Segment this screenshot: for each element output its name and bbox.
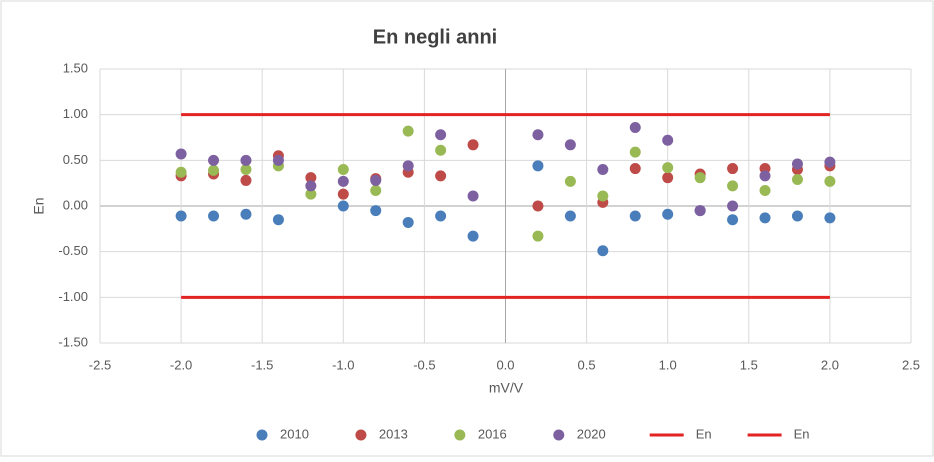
data-point xyxy=(402,216,414,228)
x-tick-label: 0.0 xyxy=(496,357,514,372)
x-tick-label: -1.0 xyxy=(332,357,354,372)
data-point xyxy=(532,230,544,242)
data-point xyxy=(564,175,576,187)
data-point xyxy=(272,154,284,166)
data-point xyxy=(305,188,317,200)
data-point xyxy=(759,212,771,224)
data-point xyxy=(662,134,674,146)
data-point xyxy=(402,160,414,172)
data-point xyxy=(824,156,836,168)
data-point xyxy=(629,121,641,133)
y-tick-label: -1.50 xyxy=(58,334,88,349)
x-tick-label: 2.5 xyxy=(902,357,920,372)
data-point xyxy=(532,129,544,141)
data-point xyxy=(532,160,544,172)
data-point xyxy=(175,210,187,222)
legend-label: 2016 xyxy=(478,426,507,441)
data-point xyxy=(662,172,674,184)
data-point xyxy=(824,175,836,187)
data-point xyxy=(435,170,447,182)
data-point xyxy=(435,210,447,222)
x-tick-label: -0.5 xyxy=(413,357,435,372)
data-point xyxy=(240,163,252,175)
y-tick-label: 0.00 xyxy=(63,197,88,212)
x-tick-label: -2.5 xyxy=(89,357,111,372)
legend-label: En xyxy=(794,426,810,441)
data-point xyxy=(175,148,187,160)
y-axis-label: En xyxy=(31,197,47,214)
data-point xyxy=(272,214,284,226)
x-tick-label: 2.0 xyxy=(821,357,839,372)
x-tick-label: 0.5 xyxy=(578,357,596,372)
y-tick-label: 0.50 xyxy=(63,152,88,167)
legend-label: 2013 xyxy=(379,426,408,441)
data-point xyxy=(597,190,609,202)
data-point xyxy=(467,190,479,202)
x-tick-label: -1.5 xyxy=(251,357,273,372)
data-point xyxy=(208,154,220,166)
y-tick-label: 1.00 xyxy=(63,106,88,121)
data-point xyxy=(208,164,220,176)
data-point xyxy=(467,139,479,151)
data-point xyxy=(791,158,803,170)
data-point xyxy=(662,162,674,174)
data-point xyxy=(629,163,641,175)
data-point xyxy=(370,205,382,217)
data-point xyxy=(759,184,771,196)
data-point xyxy=(727,180,739,192)
data-point xyxy=(694,172,706,184)
x-tick-label: 1.5 xyxy=(740,357,758,372)
data-point xyxy=(629,210,641,222)
data-point xyxy=(435,129,447,141)
data-point xyxy=(727,214,739,226)
data-point xyxy=(694,205,706,217)
data-point xyxy=(662,208,674,220)
data-point xyxy=(791,210,803,222)
data-point xyxy=(305,172,317,184)
data-point xyxy=(240,174,252,186)
data-point xyxy=(532,200,544,212)
legend-marker xyxy=(256,429,268,441)
data-point xyxy=(175,166,187,178)
data-point xyxy=(759,170,771,182)
data-point xyxy=(240,154,252,166)
data-point xyxy=(337,163,349,175)
data-point xyxy=(370,184,382,196)
legend-marker xyxy=(553,429,565,441)
data-point xyxy=(370,174,382,186)
data-point xyxy=(337,188,349,200)
legend-label: 2010 xyxy=(280,426,309,441)
y-tick-label: -1.00 xyxy=(58,289,88,304)
data-point xyxy=(208,210,220,222)
data-point xyxy=(791,174,803,186)
data-point xyxy=(824,212,836,224)
data-point xyxy=(597,245,609,257)
legend-marker xyxy=(355,429,367,441)
data-point xyxy=(305,180,317,192)
y-tick-label: -0.50 xyxy=(58,243,88,258)
chart-title: En negli anni xyxy=(373,26,497,48)
x-axis-label: mV/V xyxy=(489,380,524,396)
data-point xyxy=(564,210,576,222)
data-point xyxy=(597,163,609,175)
data-point xyxy=(564,139,576,151)
y-tick-label: 1.50 xyxy=(63,60,88,75)
legend-label: En xyxy=(696,426,712,441)
data-point xyxy=(337,175,349,187)
data-point xyxy=(727,163,739,175)
x-tick-label: -2.0 xyxy=(170,357,192,372)
data-point xyxy=(240,208,252,220)
data-point xyxy=(337,200,349,212)
legend-label: 2020 xyxy=(577,426,606,441)
data-point xyxy=(629,146,641,158)
data-point xyxy=(727,200,739,212)
data-point xyxy=(435,144,447,156)
data-point xyxy=(402,125,414,137)
x-tick-label: 1.0 xyxy=(659,357,677,372)
data-point xyxy=(467,230,479,242)
legend-marker xyxy=(454,429,466,441)
